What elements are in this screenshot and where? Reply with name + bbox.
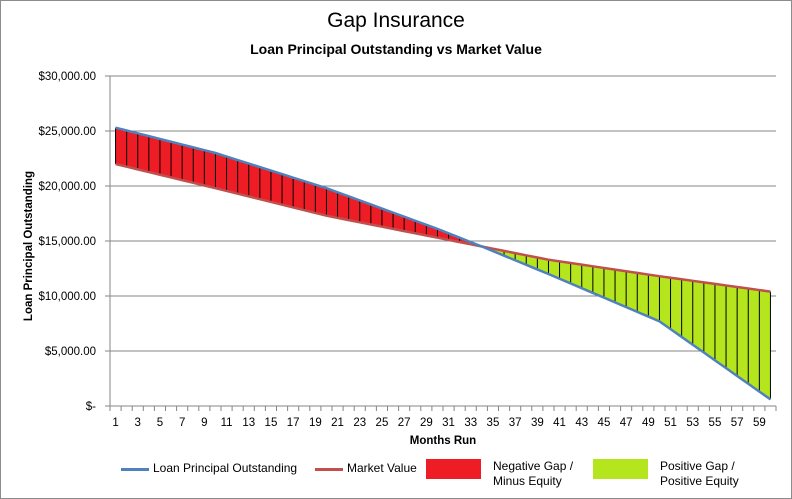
x-tick-label: 43 <box>575 417 588 429</box>
y-tick-label: $- <box>86 401 96 413</box>
series-line-market-value <box>115 162 771 293</box>
x-tick-label: 51 <box>664 417 677 429</box>
x-tick-label: 3 <box>135 417 141 429</box>
y-tick-label: $15,000.00 <box>38 236 96 248</box>
x-tick-label: 47 <box>620 417 633 429</box>
x-tick-label: 17 <box>287 417 300 429</box>
legend-label-loan: Loan Principal Outstanding <box>153 461 298 475</box>
x-tick-label: 11 <box>221 417 233 429</box>
x-tick-label: 27 <box>398 417 411 429</box>
x-tick-label: 29 <box>420 417 433 429</box>
legend-swatch-loan <box>121 468 149 471</box>
x-axis-title: Months Run <box>410 435 476 447</box>
y-tick-label: $10,000.00 <box>38 291 96 303</box>
legend-swatch-positive-gap <box>593 459 648 479</box>
legend-swatch-negative-gap <box>426 459 481 479</box>
x-tick-label: 25 <box>376 417 389 429</box>
legend-item-market: Market Value <box>315 461 417 476</box>
x-tick-label: 33 <box>464 417 477 429</box>
y-tick-label: $25,000.00 <box>38 126 96 138</box>
positive-gap-area <box>481 246 771 400</box>
x-tick-label: 45 <box>598 417 611 429</box>
x-tick-label: 23 <box>353 417 366 429</box>
legend-item-loan: Loan Principal Outstanding <box>121 461 297 476</box>
x-tick-label: 19 <box>309 417 322 429</box>
series-line-loan-principal <box>115 126 772 401</box>
y-tick-label: $30,000.00 <box>38 71 96 83</box>
x-tick-label: 41 <box>553 417 566 429</box>
chart-legend: Loan Principal Outstanding Market Value … <box>1 457 791 493</box>
x-tick-label: 59 <box>753 417 766 429</box>
chart-subtitle: Loan Principal Outstanding vs Market Val… <box>250 41 542 57</box>
legend-label-positive-gap: Positive Gap / Positive Equity <box>660 459 739 488</box>
x-tick-label: 31 <box>442 417 455 429</box>
legend-swatch-market <box>315 468 343 471</box>
legend-item-positive-gap: Positive Gap / Positive Equity <box>593 459 739 489</box>
x-tick-label: 37 <box>509 417 522 429</box>
negative-gap-area <box>115 127 482 247</box>
x-tick-label: 5 <box>157 417 163 429</box>
chart-plot: $- $5,000.00 $10,000.00 $15,000.00 $20,000.0… <box>23 71 777 447</box>
y-axis-title: Loan Principal Outstanding <box>23 171 35 321</box>
x-tick-label: 53 <box>686 417 699 429</box>
y-tick-label: $20,000.00 <box>38 181 96 193</box>
x-tick-label: 1 <box>112 417 118 429</box>
x-tick-label: 35 <box>487 417 500 429</box>
legend-label-market: Market Value <box>347 461 417 475</box>
x-tick-label: 21 <box>331 417 344 429</box>
x-tick-label: 49 <box>642 417 655 429</box>
x-tick-label: 57 <box>731 417 744 429</box>
x-tick-label: 15 <box>265 417 278 429</box>
legend-label-negative-gap: Negative Gap / Minus Equity <box>493 459 574 488</box>
x-tick-label: 7 <box>179 417 185 429</box>
chart-title: Gap Insurance <box>327 9 465 32</box>
x-tick-label: 39 <box>531 417 544 429</box>
x-tick-label: 9 <box>201 417 207 429</box>
x-tick-label: 13 <box>242 417 255 429</box>
y-tick-label: $5,000.00 <box>45 346 96 358</box>
legend-item-negative-gap: Negative Gap / Minus Equity <box>426 459 573 489</box>
x-tick-label: 55 <box>709 417 722 429</box>
